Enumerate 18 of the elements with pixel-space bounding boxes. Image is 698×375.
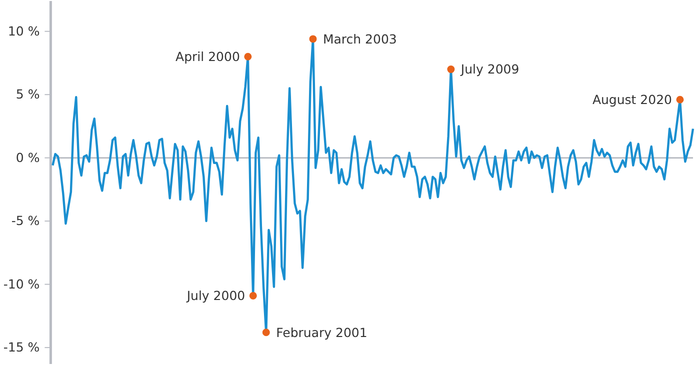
point bbox=[447, 66, 455, 74]
y-tick-label: 0 % bbox=[16, 150, 40, 165]
annotation: March 2003 bbox=[322, 31, 397, 46]
annotation: April 2000 bbox=[176, 49, 240, 64]
y-tick-label: -5 % bbox=[11, 213, 40, 228]
y-tick-label: -15 % bbox=[3, 340, 40, 355]
point bbox=[676, 96, 684, 104]
point bbox=[309, 35, 317, 43]
annotation: July 2000 bbox=[186, 288, 246, 304]
y-tick-label: 10 % bbox=[8, 23, 40, 38]
point bbox=[249, 292, 257, 300]
annotation: February 2001 bbox=[276, 324, 368, 340]
annotation: July 2009 bbox=[460, 62, 520, 77]
y-tick-label: 5 % bbox=[16, 86, 40, 102]
annotation: August 2020 bbox=[592, 92, 672, 108]
point bbox=[262, 328, 270, 336]
point bbox=[244, 52, 252, 60]
y-tick-label: -10 % bbox=[3, 276, 40, 292]
